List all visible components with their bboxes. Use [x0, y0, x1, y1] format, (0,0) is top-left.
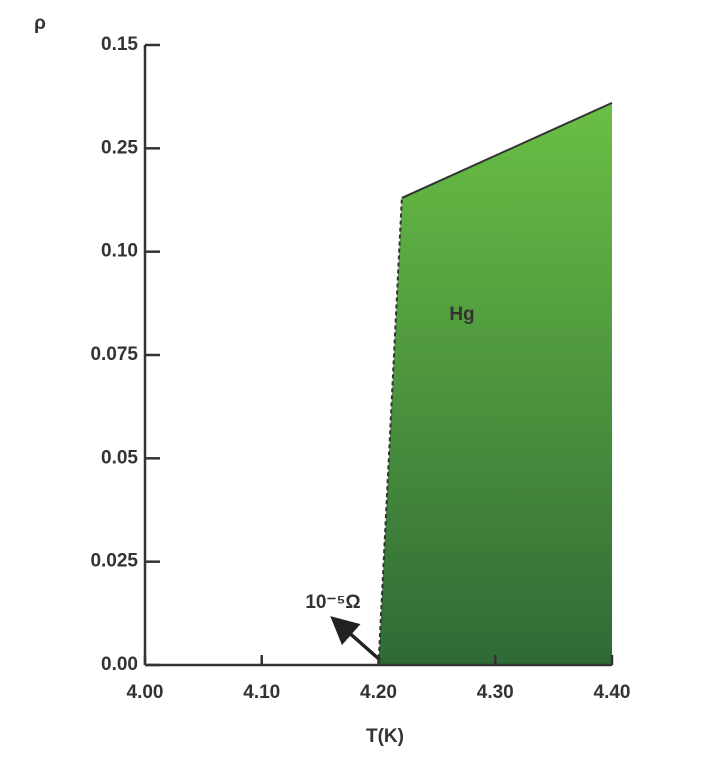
series-label: Hg — [449, 304, 474, 325]
x-tick-label: 4.10 — [243, 682, 280, 703]
x-tick-label: 4.40 — [594, 682, 631, 703]
annotation: 10⁻⁵Ω — [305, 592, 360, 613]
y-tick-label: 0.025 — [90, 551, 138, 572]
y-tick-label: 0.15 — [101, 34, 138, 55]
x-tick-label: 4.20 — [360, 682, 397, 703]
y-tick-label: 0.10 — [101, 241, 138, 262]
curve-segment — [401, 101, 613, 199]
area — [378, 102, 612, 665]
y-tick-label: 0.05 — [101, 447, 138, 468]
plot-area — [377, 101, 613, 666]
x-axis-label: T(K) — [366, 726, 404, 747]
y-tick-label: 0.00 — [101, 654, 138, 675]
x-tick-label: 4.00 — [127, 682, 164, 703]
y-tick-label: 0.25 — [101, 137, 138, 158]
x-tick-label: 4.30 — [477, 682, 514, 703]
arrow — [330, 616, 382, 662]
y-tick-label: 0.075 — [90, 344, 138, 365]
curve-segment — [377, 197, 403, 666]
y-axis-label: ρ — [34, 13, 46, 34]
